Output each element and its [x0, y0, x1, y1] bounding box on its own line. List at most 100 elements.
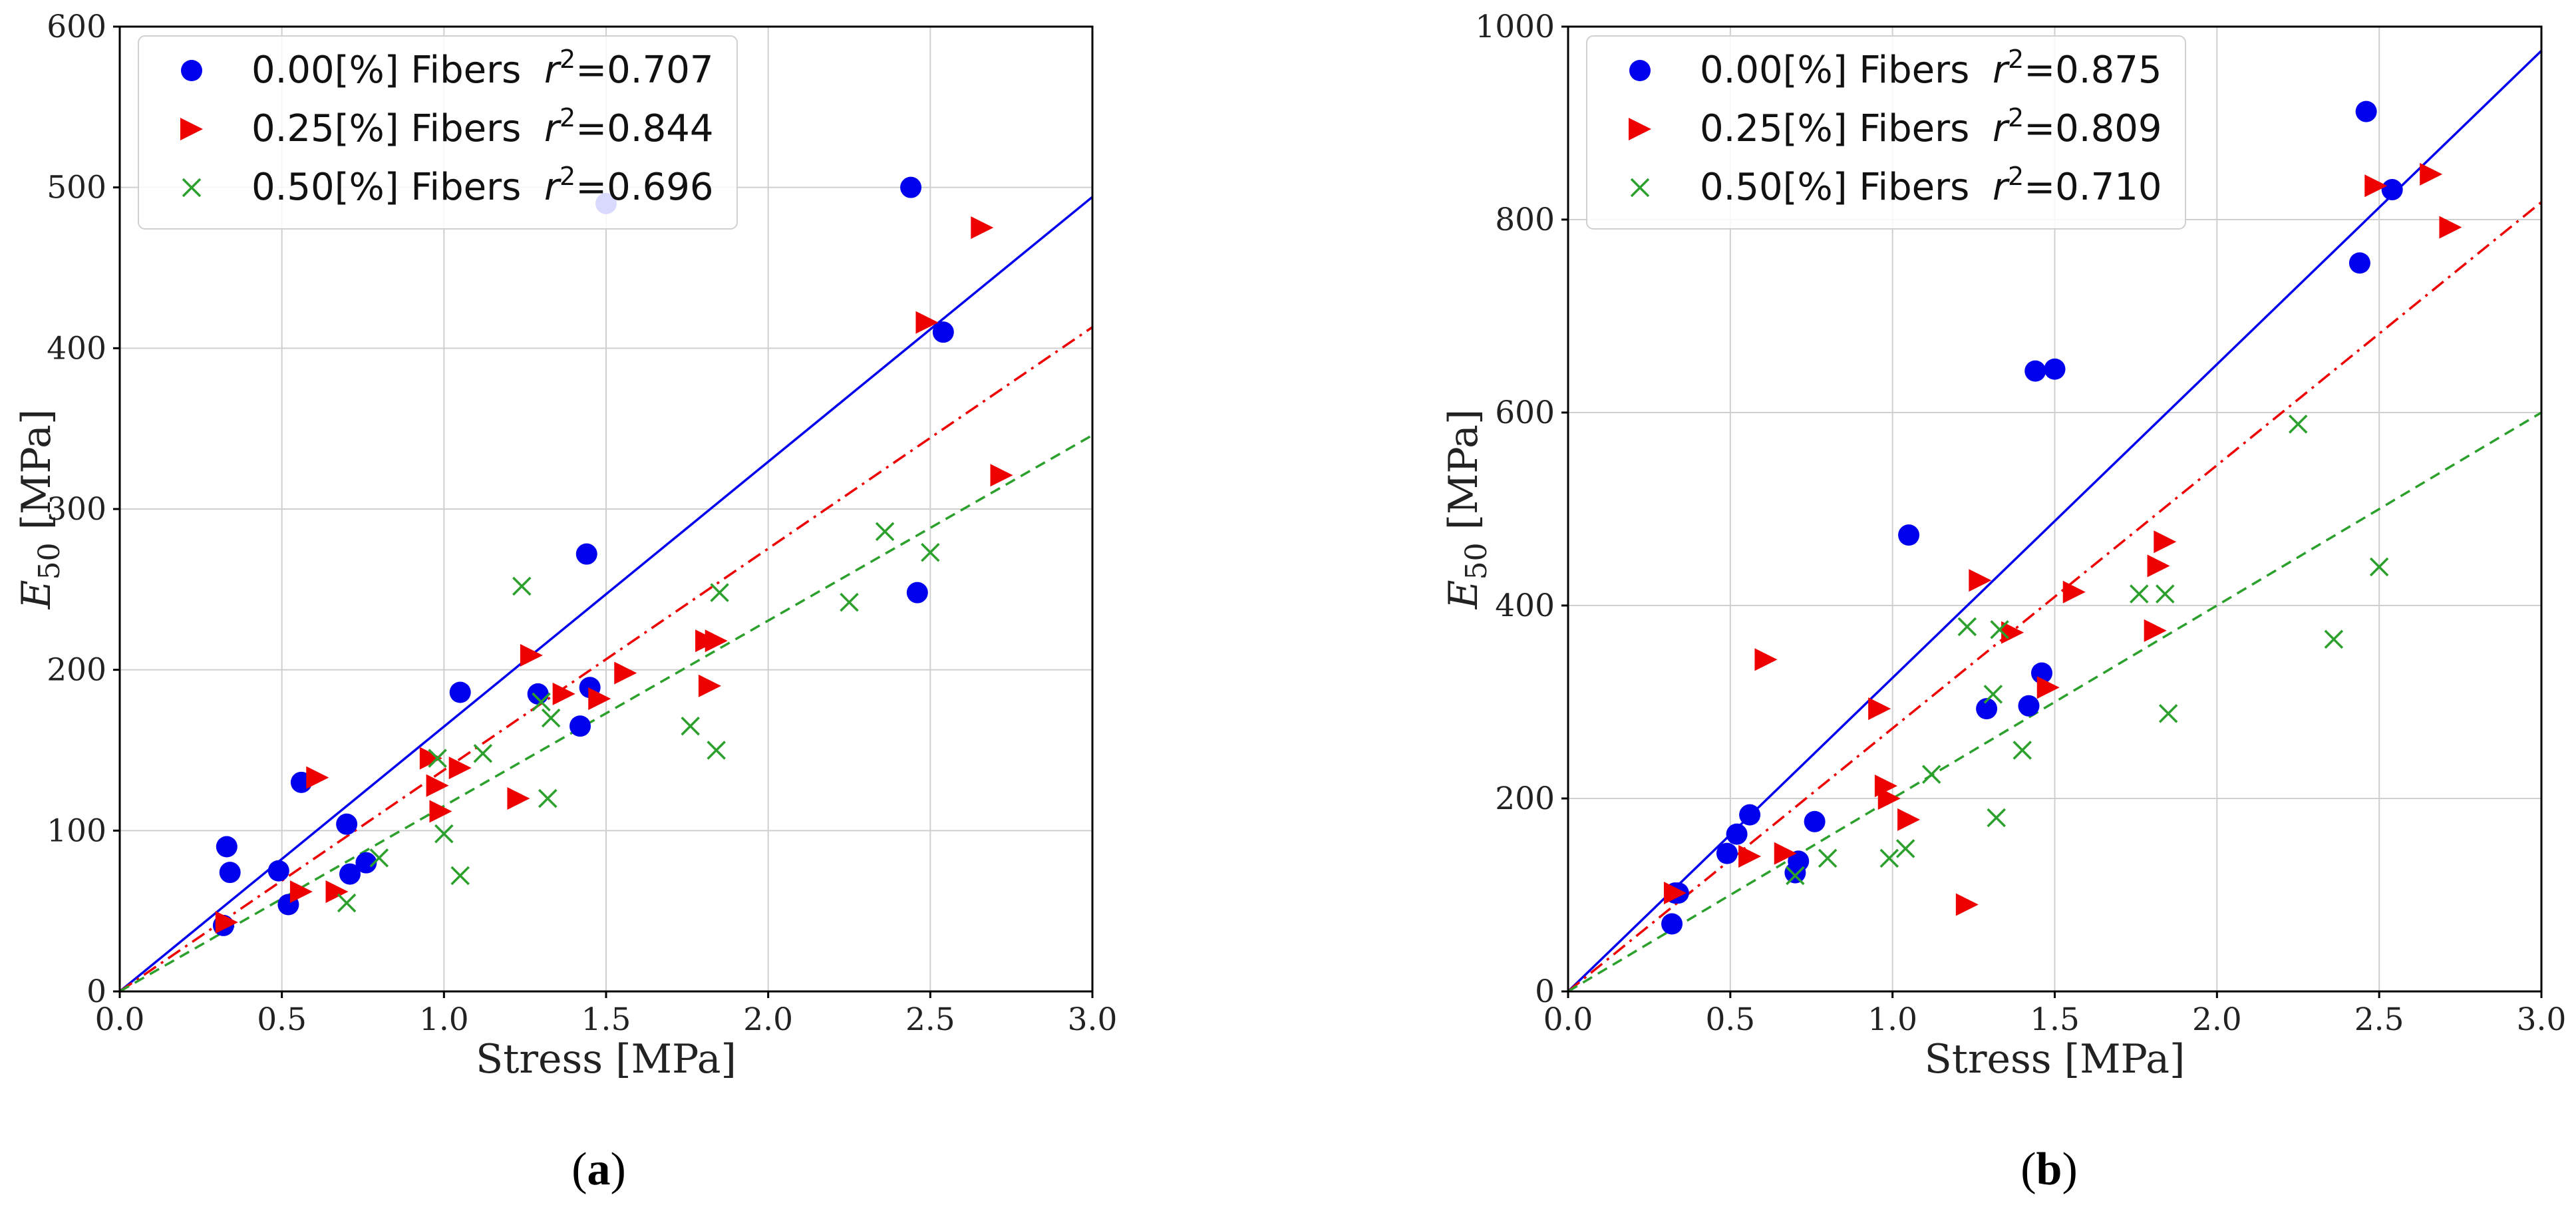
x-tick-label: 2.0 [743, 1001, 793, 1038]
data-point [2348, 252, 2370, 274]
data-point [569, 715, 591, 737]
data-point [2154, 530, 2177, 554]
legend-marker [180, 118, 203, 140]
legend-r2-value: =0.710 [2024, 166, 2162, 209]
data-point [2018, 695, 2040, 717]
legend-r2-symbol: r [1993, 49, 2010, 92]
y-axis-label-unit: [MPa] [13, 409, 60, 543]
data-point [419, 747, 442, 770]
data-point [520, 643, 543, 667]
data-point [1818, 848, 1838, 868]
legend-marker [1629, 60, 1651, 81]
data-point [875, 522, 895, 542]
data-point [2158, 704, 2178, 723]
data-point [1716, 842, 1738, 864]
data-point [2036, 676, 2060, 699]
data-point [840, 592, 859, 612]
data-point [2044, 358, 2066, 380]
data-point [707, 741, 726, 760]
series-2 [1786, 415, 2389, 886]
data-point [2324, 629, 2344, 649]
data-point [1969, 569, 1992, 592]
data-point [1957, 617, 1977, 637]
data-point [698, 674, 721, 697]
legend-r2: r2=0.809 [1993, 103, 2162, 150]
data-point [990, 464, 1013, 487]
fit-line-2 [119, 434, 1093, 993]
y-axis-label: E50 [MPa] [13, 409, 67, 610]
chart-panel-a: 0.0 0.5 1.0 1.5 2.0 2.5 3.0 0 100 200 300 400 500 600… [13, 9, 1117, 1195]
data-point [1897, 808, 1921, 831]
legend-r2: r2=0.710 [1993, 162, 2162, 209]
y-tick-label: 400 [1495, 588, 1555, 624]
data-point [971, 216, 994, 240]
legend-entry: 0.25[%] Fibers [1700, 107, 1969, 150]
legend-r2-symbol: r [1993, 166, 2010, 209]
legend-r2-value: =0.844 [575, 107, 713, 150]
legend-r2-value: =0.707 [575, 49, 713, 92]
fit-line-2 [1567, 411, 2542, 993]
data-point [1739, 804, 1761, 826]
data-point [512, 576, 532, 596]
x-tick-label: 2.5 [2354, 1001, 2404, 1038]
y-tick-label: 400 [47, 330, 106, 367]
panel-label-close: ) [611, 1144, 626, 1195]
data-point [337, 893, 357, 913]
data-point [2156, 584, 2175, 604]
data-point [921, 543, 940, 562]
data-point [1754, 648, 1778, 671]
data-point [532, 692, 551, 712]
legend-r2-exponent: 2 [560, 162, 575, 191]
panel-label-letter: b [2036, 1144, 2062, 1195]
data-point [339, 863, 361, 885]
data-point [289, 880, 313, 904]
legend-r2-exponent: 2 [2008, 45, 2024, 74]
legend-r2-value: =0.809 [2024, 107, 2162, 150]
legend-marker [182, 178, 202, 198]
data-point [428, 749, 447, 768]
legend-r2: r2=0.844 [544, 103, 713, 150]
x-tick-label: 1.0 [1867, 1001, 1917, 1038]
x-tick-label: 1.5 [581, 1001, 631, 1038]
y-tick-label: 100 [47, 812, 106, 849]
data-point [2420, 162, 2443, 186]
y-tick-label: 200 [1495, 780, 1555, 817]
legend-r2: r2=0.875 [1993, 45, 2162, 92]
data-point [527, 683, 549, 705]
data-point [336, 813, 358, 835]
data-point [426, 774, 449, 797]
data-point [705, 629, 728, 653]
x-tick-label: 1.5 [2030, 1001, 2080, 1038]
y-axis-label-sub: 50 [33, 542, 67, 580]
data-point [448, 757, 472, 780]
panel-label-open: ( [571, 1144, 587, 1195]
data-point [906, 582, 928, 604]
x-tick-label: 1.0 [419, 1001, 469, 1038]
data-point [429, 800, 452, 823]
data-point [1976, 698, 1998, 720]
data-point [2030, 662, 2052, 684]
data-point [1788, 850, 1810, 872]
legend-r2-symbol: r [1993, 107, 2010, 150]
data-point [588, 687, 611, 711]
data-point [2381, 179, 2403, 201]
legend-r2-value: =0.696 [575, 166, 713, 209]
data-point [541, 708, 561, 728]
data-point [2130, 584, 2149, 604]
panel-label-open: ( [2020, 1144, 2036, 1195]
data-point [1774, 842, 1797, 865]
data-point [2062, 580, 2086, 604]
data-point [1877, 787, 1901, 810]
data-point [1786, 866, 1805, 886]
panel-label-close: ) [2062, 1144, 2077, 1195]
x-tick-label: 3.0 [2517, 1001, 2567, 1038]
data-point [932, 321, 954, 343]
data-point [325, 880, 349, 904]
data-point [306, 766, 329, 789]
legend-marker [181, 60, 202, 81]
y-tick-label: 800 [1495, 202, 1555, 238]
x-tick-label: 2.5 [905, 1001, 955, 1038]
data-point [1868, 697, 1891, 721]
data-point [710, 583, 729, 602]
